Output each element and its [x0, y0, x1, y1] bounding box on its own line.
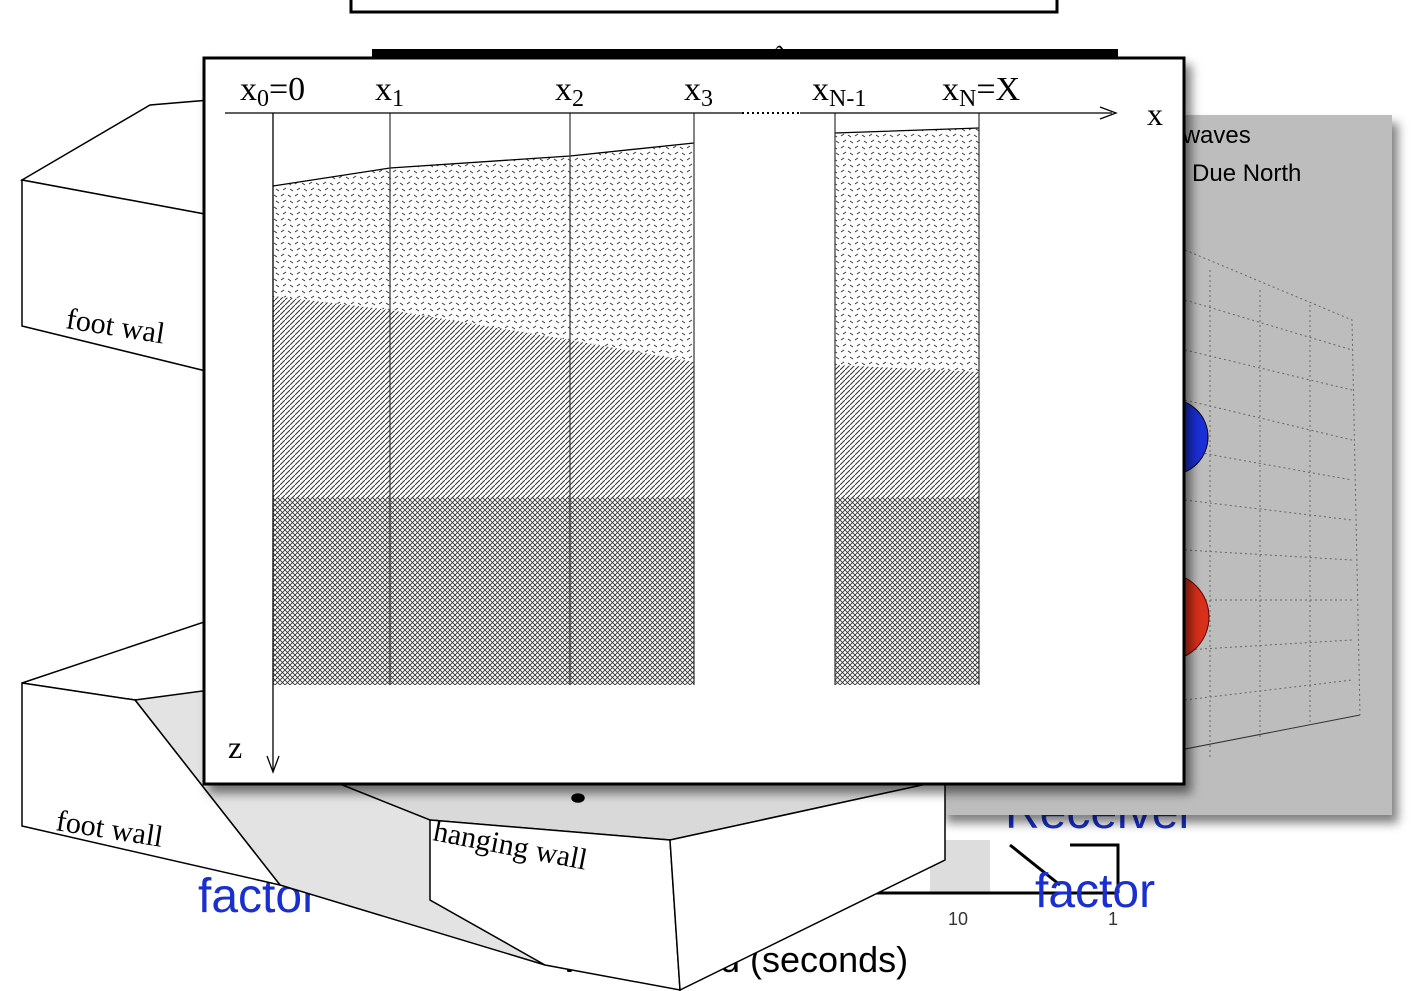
node-label-base: x: [555, 71, 572, 108]
node-label-sub: 2: [572, 86, 584, 112]
fault-block-bottom: foot wall hanging wall: [21, 618, 946, 991]
node-label: xN=X: [942, 71, 1020, 112]
node-label-sub: 0: [257, 86, 269, 112]
x-tick: 1: [1108, 909, 1118, 929]
node-label-base: x: [684, 71, 701, 108]
node-label-suffix: =0: [269, 71, 305, 108]
node-label-sub: 3: [701, 86, 713, 112]
main-panel: x z x0=0 x1 x2 x3 xN-1 xN=X: [202, 56, 1186, 786]
node-label: x2: [555, 71, 584, 112]
node-label: x0=0: [240, 71, 305, 112]
top-box: [349, 0, 1059, 14]
node-label: xN-1: [812, 71, 866, 112]
node-label: x3: [684, 71, 713, 112]
node-label-sub: N: [959, 86, 976, 112]
node-label-sub: N-1: [829, 86, 866, 112]
node-labels: x0=0 x1 x2 x3 xN-1 xN=X: [240, 71, 1020, 112]
node-label-suffix: =X: [976, 71, 1020, 108]
node-label-base: x: [375, 71, 392, 108]
layers: [272, 113, 980, 685]
black-bar: [372, 49, 1118, 58]
node-label-sub: 1: [392, 86, 404, 112]
factor-label: factor: [1035, 865, 1155, 918]
node-label: x1: [375, 71, 404, 112]
fault-block-top: foot wal: [19, 99, 211, 373]
axis-label: z: [228, 729, 242, 765]
node-label-base: x: [240, 71, 257, 108]
axis-label: x: [1147, 96, 1163, 132]
x-tick: 10: [948, 909, 968, 929]
node-label-base: x: [812, 71, 829, 108]
node-label-base: x: [942, 71, 959, 108]
